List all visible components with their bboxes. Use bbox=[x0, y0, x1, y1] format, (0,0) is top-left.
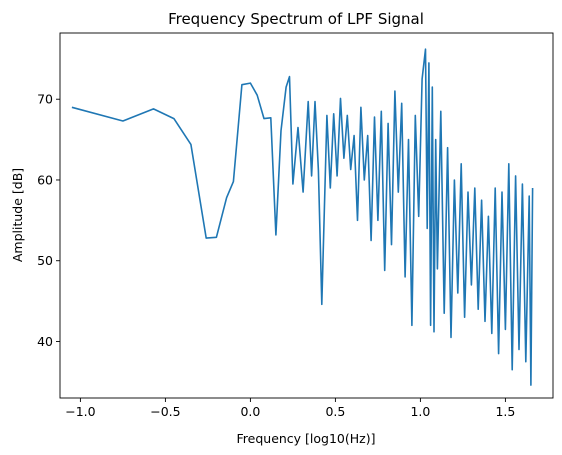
series-line-0 bbox=[71, 48, 534, 386]
y-tick-label: 60 bbox=[37, 172, 53, 187]
y-tick-label: 50 bbox=[37, 253, 53, 268]
x-axis: −1.0 −0.5 0.0 0.5 1.0 1.5 bbox=[65, 398, 515, 419]
y-tick-label: 40 bbox=[37, 334, 53, 349]
axes-frame bbox=[59, 32, 554, 399]
x-tick-label: 0.0 bbox=[240, 404, 260, 419]
y-axis-label: Amplitude [dB] bbox=[10, 168, 25, 262]
x-tick-label: −1.0 bbox=[65, 404, 95, 419]
x-axis-label: Frequency [log10(Hz)] bbox=[237, 431, 376, 446]
chart-title: Frequency Spectrum of LPF Signal bbox=[168, 10, 424, 28]
x-tick-label: 1.0 bbox=[410, 404, 430, 419]
x-tick-label: 1.5 bbox=[495, 404, 515, 419]
y-tick-label: 70 bbox=[37, 92, 53, 107]
x-tick-label: −0.5 bbox=[150, 404, 180, 419]
y-axis: 40 50 60 70 bbox=[37, 92, 60, 349]
plot-area bbox=[71, 48, 534, 386]
x-tick-label: 0.5 bbox=[325, 404, 345, 419]
